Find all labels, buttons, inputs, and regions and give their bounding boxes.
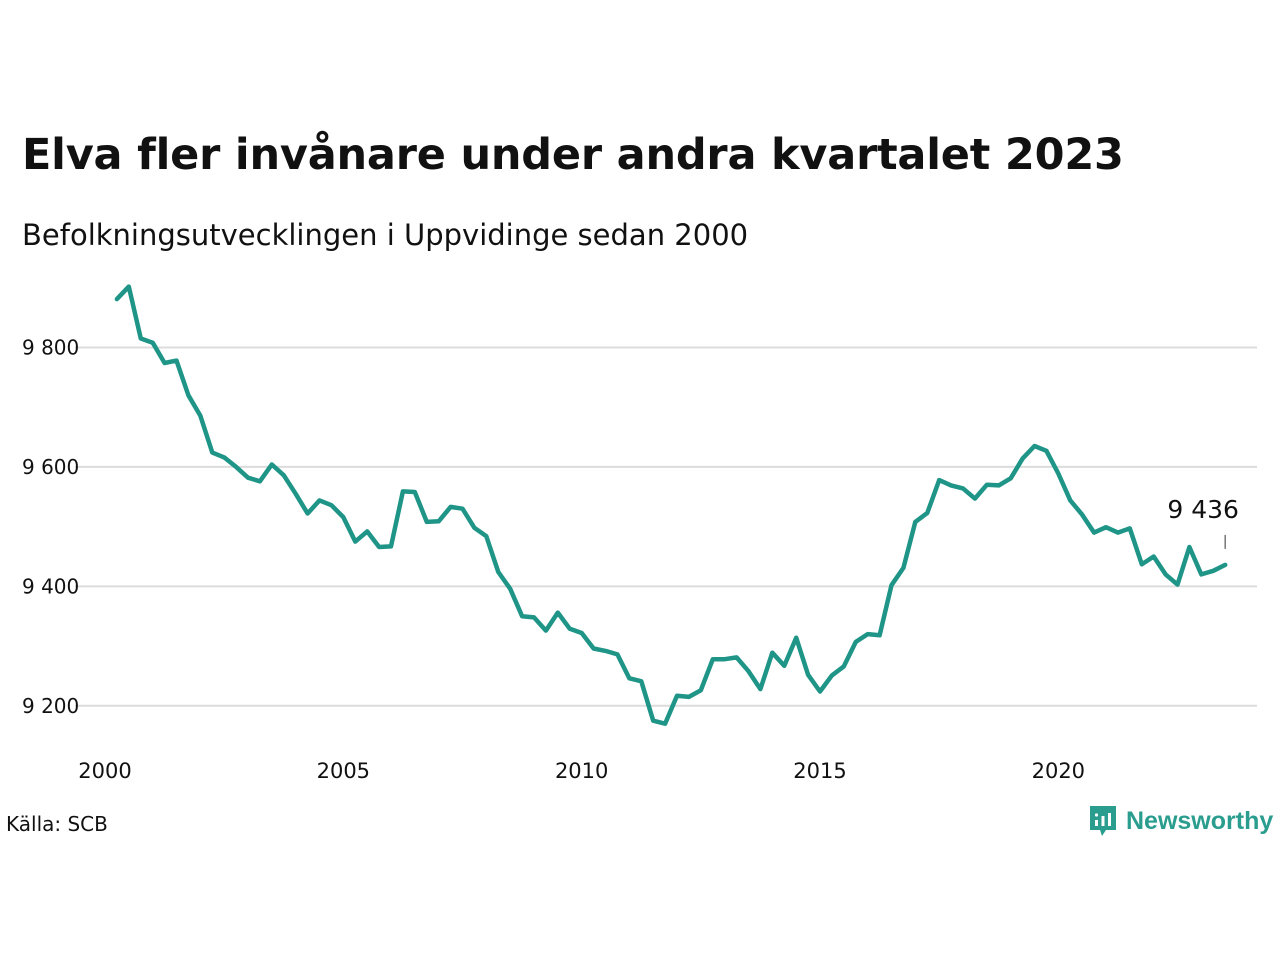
last-value-label: 9 436 (1167, 495, 1239, 524)
chart-title: Elva fler invånare under andra kvartalet… (22, 130, 1124, 180)
brand-name: Newsworthy (1126, 806, 1274, 835)
y-tick-label: 9 800 (22, 335, 79, 359)
x-tick-label: 2000 (78, 759, 131, 783)
chart-subtitle: Befolkningsutvecklingen i Uppvidinge sed… (22, 218, 749, 252)
series-line (114, 284, 1228, 726)
source-label: Källa: SCB (6, 812, 108, 836)
x-tick-label: 2015 (793, 759, 846, 783)
y-tick-label: 9 400 (22, 574, 79, 598)
series-layer (114, 284, 1228, 726)
y-axis-tick-labels: 9 200 9 400 9 600 9 800 (22, 335, 79, 717)
annotation-layer: 9 436 (1167, 495, 1239, 549)
newsworthy-logo-icon (1090, 806, 1116, 836)
y-tick-label: 9 200 (22, 694, 79, 718)
brand-logo[interactable]: Newsworthy (1088, 804, 1273, 838)
x-axis-tick-labels: 2000 2005 2010 2015 2020 (78, 759, 1085, 783)
gridlines (75, 346, 1257, 707)
y-tick-label: 9 600 (22, 455, 79, 479)
x-tick-label: 2020 (1032, 759, 1085, 783)
x-tick-label: 2010 (555, 759, 608, 783)
line-chart: 9 200 9 400 9 600 9 800 2000 2005 2010 2015 202… (22, 284, 1257, 783)
x-tick-label: 2005 (317, 759, 370, 783)
